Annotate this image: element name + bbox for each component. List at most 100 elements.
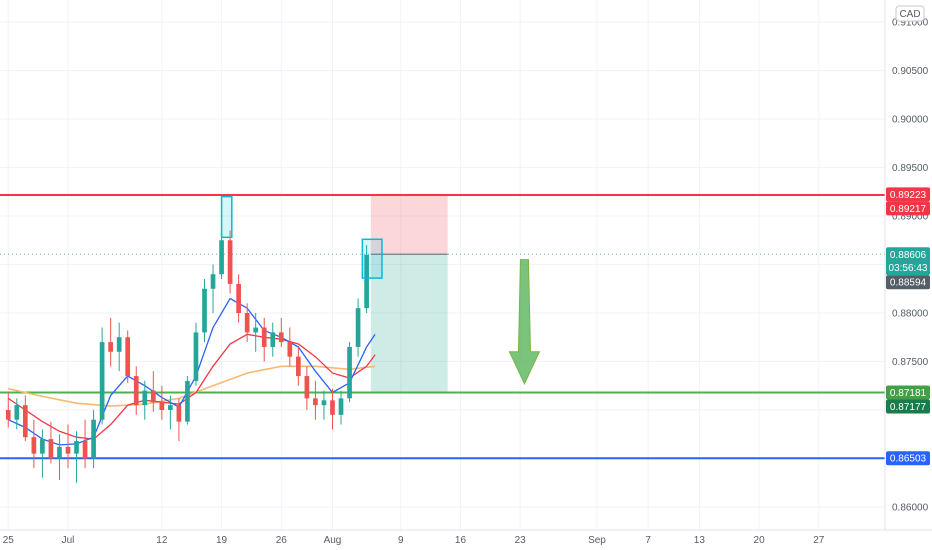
candle <box>244 303 250 343</box>
currency-badge[interactable]: CAD <box>895 5 925 22</box>
candle <box>5 392 11 428</box>
price-tick-label: 0.88000 <box>892 309 929 320</box>
price-label: 0.87177 <box>886 399 930 414</box>
candle <box>330 388 335 430</box>
candle <box>168 395 173 430</box>
candle-body <box>219 240 224 275</box>
candle-body <box>99 342 105 420</box>
price-label-bg <box>886 187 930 202</box>
time-axis[interactable]: 25 Jul 12 19 26 Aug 9 16 23 Sep 7 13 20 27 <box>0 529 932 546</box>
candle <box>14 398 20 430</box>
price-label-bg <box>886 275 930 290</box>
candle <box>91 410 96 469</box>
candle-body <box>150 390 156 403</box>
time-tick-label: Aug <box>324 535 342 546</box>
take-profit-zone[interactable] <box>370 254 448 393</box>
candle-body <box>210 274 216 289</box>
candle-body <box>261 327 267 347</box>
candle <box>116 322 122 372</box>
candle-body <box>108 342 113 352</box>
candle-body <box>304 376 310 399</box>
candle <box>185 376 190 425</box>
candle <box>347 342 352 403</box>
time-tick-label: 23 <box>515 535 527 546</box>
candle-body <box>253 327 259 333</box>
candle <box>74 431 79 483</box>
time-tick-label: 12 <box>156 535 168 546</box>
price-label: 0.87181 <box>886 385 930 400</box>
price-label-text: 0.89217 <box>890 204 927 215</box>
time-tick-label: 9 <box>398 535 404 546</box>
candle-body <box>14 405 20 420</box>
highlight-box[interactable] <box>361 238 383 279</box>
candle-body <box>5 410 11 420</box>
price-label-bg <box>886 385 930 400</box>
candle <box>202 279 207 343</box>
price-label-bg <box>886 451 930 466</box>
candle <box>31 419 37 469</box>
candle <box>287 327 293 367</box>
candle-body <box>313 398 318 406</box>
candle-body <box>321 400 327 406</box>
candle-body <box>48 439 54 459</box>
time-tick-label: 16 <box>455 535 467 546</box>
candle <box>176 398 182 442</box>
candle <box>125 330 131 383</box>
price-label-bg <box>886 247 930 276</box>
candle <box>236 274 241 323</box>
price-label: 0.88606 03:56:43 <box>886 247 930 276</box>
price-label-text: 0.87181 <box>890 388 927 399</box>
down-arrow[interactable] <box>508 259 541 385</box>
candle <box>355 298 361 357</box>
candle <box>304 366 310 410</box>
time-tick-label: 26 <box>276 535 288 546</box>
highlight-box[interactable] <box>220 195 233 239</box>
time-tick-label: 13 <box>694 535 706 546</box>
time-tick-label: 27 <box>813 535 825 546</box>
candle-body <box>296 356 301 377</box>
currency-label: CAD <box>899 9 920 20</box>
time-tick-label: 20 <box>754 535 766 546</box>
price-label: 0.88594 <box>886 275 930 290</box>
countdown-text: 03:56:43 <box>889 263 928 274</box>
price-label: 0.89223 <box>886 187 930 202</box>
position-zones[interactable] <box>370 194 448 393</box>
price-tick-label: 0.90500 <box>892 66 929 77</box>
candle-body <box>176 405 182 422</box>
candle <box>253 313 259 352</box>
price-tick-label: 0.87500 <box>892 357 929 368</box>
highlight-boxes[interactable] <box>220 195 383 279</box>
time-tick-label: 25 <box>3 535 15 546</box>
candle-body <box>364 254 369 309</box>
candle-body <box>287 342 293 357</box>
price-label: 0.89217 <box>886 201 930 216</box>
stop-loss-zone[interactable] <box>370 194 448 255</box>
candle-body <box>236 283 241 313</box>
candle-body <box>338 398 344 415</box>
candle-body <box>31 437 37 454</box>
price-label-bg <box>886 201 930 216</box>
candle <box>270 322 276 357</box>
candle <box>40 429 45 478</box>
price-label-text: 0.88594 <box>890 278 927 289</box>
currency-badge-box <box>895 5 925 22</box>
candle <box>57 434 62 480</box>
candle <box>227 230 233 294</box>
horizontal-lines[interactable] <box>0 193 885 460</box>
candle-body <box>202 288 207 333</box>
candle <box>364 245 369 313</box>
candle <box>48 421 54 464</box>
price-tick-label: 0.89000 <box>892 212 929 223</box>
candle <box>22 395 28 442</box>
candle-body <box>91 419 96 459</box>
time-tick-label: 7 <box>645 535 651 546</box>
candle <box>321 390 327 420</box>
price-label-text: 0.88606 <box>890 250 927 261</box>
candle <box>65 424 71 469</box>
candle <box>82 419 88 469</box>
price-label-text: 0.86503 <box>890 454 927 465</box>
candle-body <box>40 439 45 454</box>
arrow-layer[interactable] <box>508 259 541 385</box>
candle-body <box>74 441 79 454</box>
